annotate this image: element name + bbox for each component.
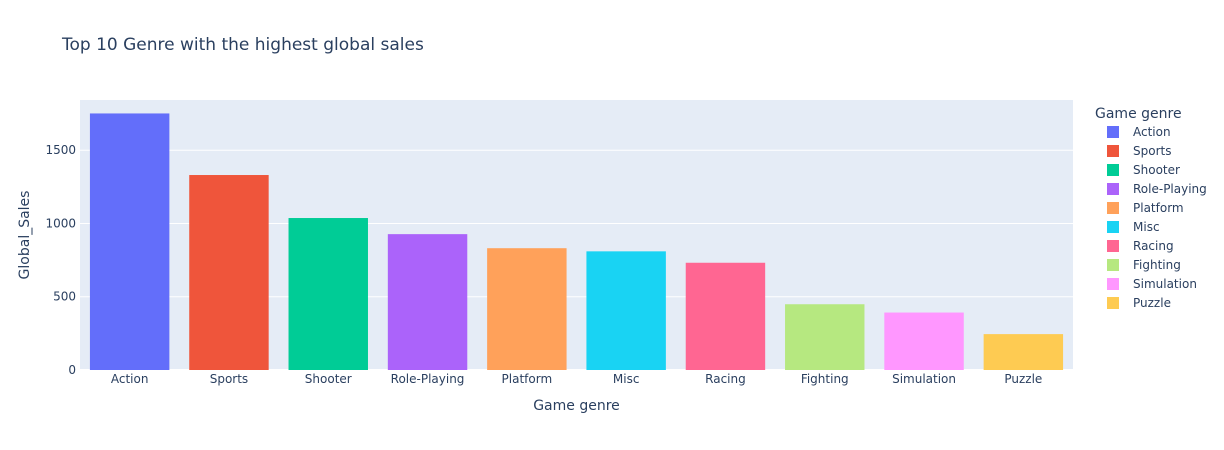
legend-label: Misc xyxy=(1133,220,1160,234)
x-tick-label: Fighting xyxy=(801,372,849,386)
x-tick-label: Action xyxy=(111,372,149,386)
bar-fighting[interactable] xyxy=(785,304,865,370)
legend-item-sports[interactable]: Sports xyxy=(1107,144,1171,158)
legend-item-puzzle[interactable]: Puzzle xyxy=(1107,296,1171,310)
legend-label: Platform xyxy=(1133,201,1184,215)
legend-label: Simulation xyxy=(1133,277,1197,291)
legend-label: Shooter xyxy=(1133,163,1180,177)
legend-title: Game genre xyxy=(1095,106,1182,122)
bar-action[interactable] xyxy=(89,113,170,370)
legend-item-platform[interactable]: Platform xyxy=(1107,201,1184,215)
bars xyxy=(89,113,1064,370)
y-axis-ticks: 0 500 1000 1500 xyxy=(45,143,76,377)
legend-swatch xyxy=(1107,221,1119,233)
legend-swatch xyxy=(1107,164,1119,176)
legend-swatch xyxy=(1107,240,1119,252)
y-axis-title: Global_Sales xyxy=(17,191,33,280)
bar-racing[interactable] xyxy=(685,262,766,370)
bar-misc[interactable] xyxy=(586,251,666,370)
legend-item-shooter[interactable]: Shooter xyxy=(1107,163,1180,177)
bar-puzzle[interactable] xyxy=(983,334,1064,370)
legend-swatch xyxy=(1107,278,1119,290)
legend-item-role-playing[interactable]: Role-Playing xyxy=(1107,182,1207,196)
bar-platform[interactable] xyxy=(487,248,567,370)
legend-swatch xyxy=(1107,183,1119,195)
bar-shooter[interactable] xyxy=(288,218,368,370)
x-tick-label: Shooter xyxy=(305,372,352,386)
legend-swatch xyxy=(1107,126,1119,138)
x-tick-label: Puzzle xyxy=(1004,372,1042,386)
legend-label: Puzzle xyxy=(1133,296,1171,310)
x-tick-label: Role-Playing xyxy=(391,372,465,386)
x-tick-label: Simulation xyxy=(892,372,956,386)
legend-swatch xyxy=(1107,297,1119,309)
legend-swatch xyxy=(1107,145,1119,157)
y-tick-label: 1500 xyxy=(45,143,76,157)
y-tick-label: 1000 xyxy=(45,216,76,230)
x-axis-ticks: Action Sports Shooter Role-Playing Platform M… xyxy=(111,372,1042,386)
y-tick-label: 0 xyxy=(68,363,76,377)
legend-swatch xyxy=(1107,259,1119,271)
x-tick-label: Sports xyxy=(210,372,248,386)
legend: Game genre Action Sports Shooter Role-Playi… xyxy=(1095,106,1207,310)
legend-label: Action xyxy=(1133,125,1171,139)
legend-label: Fighting xyxy=(1133,258,1181,272)
chart-title: Top 10 Genre with the highest global sal… xyxy=(61,35,424,55)
x-axis-title: Game genre xyxy=(533,398,620,414)
bar-simulation[interactable] xyxy=(884,312,964,370)
legend-label: Sports xyxy=(1133,144,1171,158)
legend-label: Racing xyxy=(1133,239,1174,253)
legend-item-action[interactable]: Action xyxy=(1107,125,1171,139)
x-tick-label: Misc xyxy=(613,372,640,386)
legend-item-fighting[interactable]: Fighting xyxy=(1107,258,1181,272)
legend-swatch xyxy=(1107,202,1119,214)
x-tick-label: Racing xyxy=(705,372,746,386)
bar-sports[interactable] xyxy=(189,175,269,370)
bar-role-playing[interactable] xyxy=(387,234,468,370)
x-tick-label: Platform xyxy=(502,372,553,386)
legend-label: Role-Playing xyxy=(1133,182,1207,196)
legend-item-misc[interactable]: Misc xyxy=(1107,220,1160,234)
legend-item-simulation[interactable]: Simulation xyxy=(1107,277,1197,291)
legend-item-racing[interactable]: Racing xyxy=(1107,239,1174,253)
y-tick-label: 500 xyxy=(53,290,76,304)
